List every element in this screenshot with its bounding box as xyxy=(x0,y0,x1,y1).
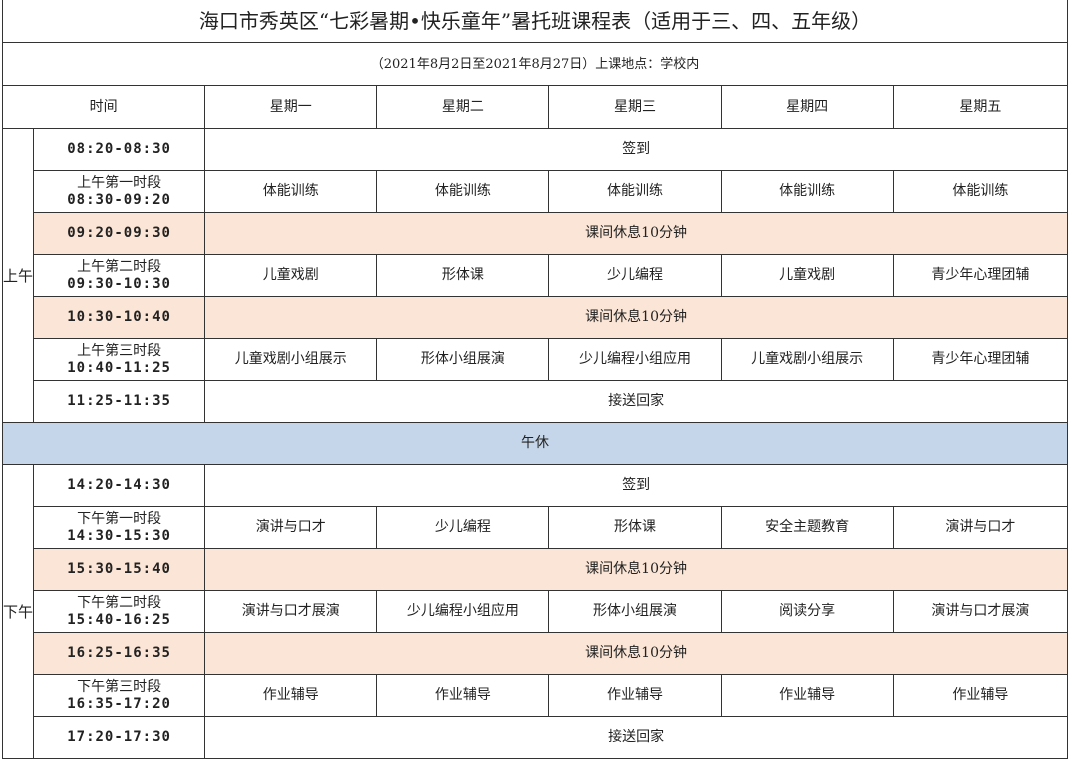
table-row: 09:20-09:30 课间休息10分钟 xyxy=(3,212,1068,255)
table-row: 下午第三时段 16:35-17:20 作业辅导 作业辅导 作业辅导 作业辅导 作业辅导 xyxy=(3,674,1069,717)
period-label: 上午第一时段 xyxy=(77,174,162,191)
course-cell: 形体小组展演 xyxy=(376,338,550,381)
course-cell: 作业辅导 xyxy=(720,674,894,717)
course-cell: 形体课 xyxy=(548,506,722,549)
time-range: 17:20-17:30 xyxy=(67,729,171,745)
course-cell: 儿童戏剧小组展示 xyxy=(204,338,378,381)
header-thursday: 星期四 xyxy=(720,85,894,129)
time-cell: 08:20-08:30 xyxy=(33,128,206,171)
noon-row: 午休 xyxy=(2,422,1068,465)
table-row: 16:25-16:35 课间休息10分钟 xyxy=(3,632,1068,675)
time-cell: 上午第一时段 08:30-09:20 xyxy=(33,170,206,213)
course-cell: 演讲与口才 xyxy=(892,506,1069,549)
header-time: 时间 xyxy=(1,85,206,129)
table-row: 上午 08:20-08:30 签到 xyxy=(1,128,1068,423)
table-row: 上午第二时段 09:30-10:30 儿童戏剧 形体课 少儿编程 儿童戏剧 青少年心理团辅 xyxy=(3,254,1069,297)
course-cell: 体能训练 xyxy=(376,170,550,213)
time-range: 14:30-15:30 xyxy=(67,527,171,544)
period-label: 下午第三时段 xyxy=(77,678,162,695)
afternoon-label: 下午 xyxy=(1,464,35,759)
course-cell: 演讲与口才展演 xyxy=(204,590,378,633)
subtitle: （2021年8月2日至2021年8月27日）上课地点：学校内 xyxy=(2,42,1068,86)
period-label: 下午第二时段 xyxy=(77,594,162,611)
time-cell: 上午第三时段 10:40-11:25 xyxy=(33,338,206,381)
time-range: 15:30-15:40 xyxy=(67,561,171,577)
page-title: 海口市秀英区“七彩暑期•快乐童年”暑托班课程表（适用于三、四、五年级） xyxy=(2,0,1068,43)
table-row: 10:30-10:40 课间休息10分钟 xyxy=(3,296,1068,339)
course-cell: 少儿编程小组应用 xyxy=(548,338,722,381)
course-cell: 安全主题教育 xyxy=(720,506,894,549)
course-cell: 演讲与口才展演 xyxy=(892,590,1069,633)
break-cell: 课间休息10分钟 xyxy=(204,212,1068,255)
time-cell: 上午第二时段 09:30-10:30 xyxy=(33,254,206,297)
period-label: 上午第二时段 xyxy=(77,258,162,275)
activity-span-cell: 接送回家 xyxy=(204,380,1068,423)
time-range: 09:20-09:30 xyxy=(67,225,171,241)
time-cell: 11:25-11:35 xyxy=(33,380,206,423)
period-label: 上午第三时段 xyxy=(77,342,162,359)
course-cell: 体能训练 xyxy=(204,170,378,213)
time-range: 16:25-16:35 xyxy=(67,645,171,661)
time-range: 15:40-16:25 xyxy=(67,611,171,628)
course-cell: 青少年心理团辅 xyxy=(892,254,1069,297)
course-cell: 形体课 xyxy=(376,254,550,297)
header-wednesday: 星期三 xyxy=(548,85,722,129)
time-range: 08:30-09:20 xyxy=(67,191,171,208)
table-row: 下午第一时段 14:30-15:30 演讲与口才 少儿编程 形体课 安全主题教育 演讲与口才 xyxy=(3,506,1069,549)
time-cell: 17:20-17:30 xyxy=(33,716,206,759)
activity-span-cell: 签到 xyxy=(204,464,1068,507)
break-cell: 课间休息10分钟 xyxy=(204,632,1068,675)
course-cell: 形体小组展演 xyxy=(548,590,722,633)
course-cell: 少儿编程小组应用 xyxy=(376,590,550,633)
course-cell: 作业辅导 xyxy=(892,674,1069,717)
course-cell: 少儿编程 xyxy=(548,254,722,297)
time-range: 09:30-10:30 xyxy=(67,275,171,292)
noon-break: 午休 xyxy=(2,422,1068,465)
time-range: 16:35-17:20 xyxy=(67,695,171,712)
header-friday: 星期五 xyxy=(892,85,1069,129)
course-cell: 体能训练 xyxy=(548,170,722,213)
header-monday: 星期一 xyxy=(204,85,378,129)
header-tuesday: 星期二 xyxy=(376,85,550,129)
time-range: 08:20-08:30 xyxy=(67,141,171,157)
time-range: 11:25-11:35 xyxy=(67,393,171,409)
time-range: 10:30-10:40 xyxy=(67,309,171,325)
time-cell: 14:20-14:30 xyxy=(33,464,206,507)
break-cell: 课间休息10分钟 xyxy=(204,548,1068,591)
course-cell: 儿童戏剧 xyxy=(204,254,378,297)
activity-span-cell: 签到 xyxy=(204,128,1068,171)
course-cell: 作业辅导 xyxy=(376,674,550,717)
time-range: 14:20-14:30 xyxy=(67,477,171,493)
table-row: 11:25-11:35 接送回家 xyxy=(3,380,1068,423)
course-cell: 儿童戏剧小组展示 xyxy=(720,338,894,381)
time-cell: 15:30-15:40 xyxy=(33,548,206,591)
course-cell: 青少年心理团辅 xyxy=(892,338,1069,381)
course-cell: 儿童戏剧 xyxy=(720,254,894,297)
period-label: 下午第一时段 xyxy=(77,510,162,527)
time-cell: 09:20-09:30 xyxy=(33,212,206,255)
time-cell: 下午第三时段 16:35-17:20 xyxy=(33,674,206,717)
time-cell: 下午第一时段 14:30-15:30 xyxy=(33,506,206,549)
time-range: 10:40-11:25 xyxy=(67,359,171,376)
course-cell: 演讲与口才 xyxy=(204,506,378,549)
table-row: 17:20-17:30 接送回家 xyxy=(3,716,1068,759)
table-row: 上午第一时段 08:30-09:20 体能训练 体能训练 体能训练 体能训练 体能训练 xyxy=(3,170,1069,213)
table-row: 下午第二时段 15:40-16:25 演讲与口才展演 少儿编程小组应用 形体小组展演 阅读… xyxy=(3,590,1069,633)
course-cell: 体能训练 xyxy=(892,170,1069,213)
course-cell: 阅读分享 xyxy=(720,590,894,633)
break-cell: 课间休息10分钟 xyxy=(204,296,1068,339)
time-cell: 下午第二时段 15:40-16:25 xyxy=(33,590,206,633)
activity-span-cell: 接送回家 xyxy=(204,716,1068,759)
course-cell: 少儿编程 xyxy=(376,506,550,549)
course-cell: 作业辅导 xyxy=(204,674,378,717)
course-cell: 作业辅导 xyxy=(548,674,722,717)
morning-label: 上午 xyxy=(1,128,35,423)
table-row: 15:30-15:40 课间休息10分钟 xyxy=(3,548,1068,591)
course-cell: 体能训练 xyxy=(720,170,894,213)
table-row: 上午第三时段 10:40-11:25 儿童戏剧小组展示 形体小组展演 少儿编程小组应用儿… xyxy=(3,338,1069,381)
time-cell: 10:30-10:40 xyxy=(33,296,206,339)
time-cell: 16:25-16:35 xyxy=(33,632,206,675)
table-row: 下午 14:20-14:30 签到 xyxy=(1,464,1068,759)
